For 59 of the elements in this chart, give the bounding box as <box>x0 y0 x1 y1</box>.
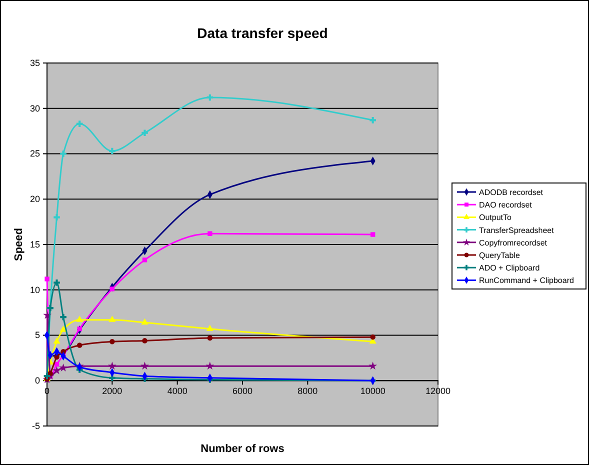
point <box>141 318 148 325</box>
point <box>142 130 148 136</box>
chart-title: Data transfer speed <box>197 25 328 41</box>
point <box>108 362 116 370</box>
point <box>206 94 214 101</box>
point <box>59 363 68 372</box>
point <box>142 258 148 262</box>
point <box>370 232 376 237</box>
point <box>368 362 378 370</box>
point <box>54 214 60 220</box>
point <box>109 148 116 154</box>
x-tick-label: 10000 <box>360 386 386 396</box>
x-axis-title: Number of rows <box>200 443 284 455</box>
legend-label: ADODB recordset <box>479 188 544 197</box>
y-tick-label: 35 <box>30 58 40 68</box>
point <box>52 366 61 374</box>
x-tick-label: 6000 <box>232 386 253 396</box>
point <box>208 231 212 236</box>
y-tick-label: 25 <box>30 148 40 159</box>
x-tick-label: 2000 <box>102 386 122 396</box>
x-tick-label: 12000 <box>425 386 451 396</box>
x-tick-label: 4000 <box>167 386 188 396</box>
legend-label: ADO + Clipboard <box>479 264 540 273</box>
point <box>140 362 149 370</box>
point <box>110 286 115 292</box>
y-tick-label: 20 <box>30 194 40 204</box>
point <box>207 335 213 341</box>
point <box>48 370 53 376</box>
point <box>60 326 67 332</box>
point <box>370 117 376 124</box>
point <box>110 338 115 344</box>
legend-label: TransferSpreadsheet <box>479 226 555 235</box>
point <box>206 324 214 331</box>
point <box>108 316 116 322</box>
point <box>44 276 50 282</box>
point <box>142 338 148 344</box>
y-axis-title: Speed <box>13 228 25 262</box>
point <box>206 362 214 370</box>
legend-label: RunCommand + Clipboard <box>479 276 574 286</box>
legend-label: QueryTable <box>479 251 520 260</box>
legend-label: DAO recordset <box>479 200 533 210</box>
legend-label: OutputTo <box>479 213 512 222</box>
point <box>60 314 66 320</box>
point <box>76 316 84 322</box>
y-tick-label: 10 <box>30 284 40 295</box>
y-tick-label: 0 <box>34 376 40 386</box>
y-tick-label: -5 <box>32 420 40 431</box>
y-tick-label: 15 <box>30 239 40 250</box>
legend-label: Copyfromrecordset <box>479 238 548 248</box>
point <box>76 120 83 127</box>
point <box>53 337 60 344</box>
y-tick-label: 5 <box>34 330 40 340</box>
point <box>60 150 66 157</box>
point <box>54 279 60 286</box>
point <box>76 342 82 348</box>
y-tick-label: 30 <box>30 103 40 114</box>
point <box>370 334 376 340</box>
x-tick-label: 8000 <box>298 386 318 396</box>
point <box>54 354 60 360</box>
